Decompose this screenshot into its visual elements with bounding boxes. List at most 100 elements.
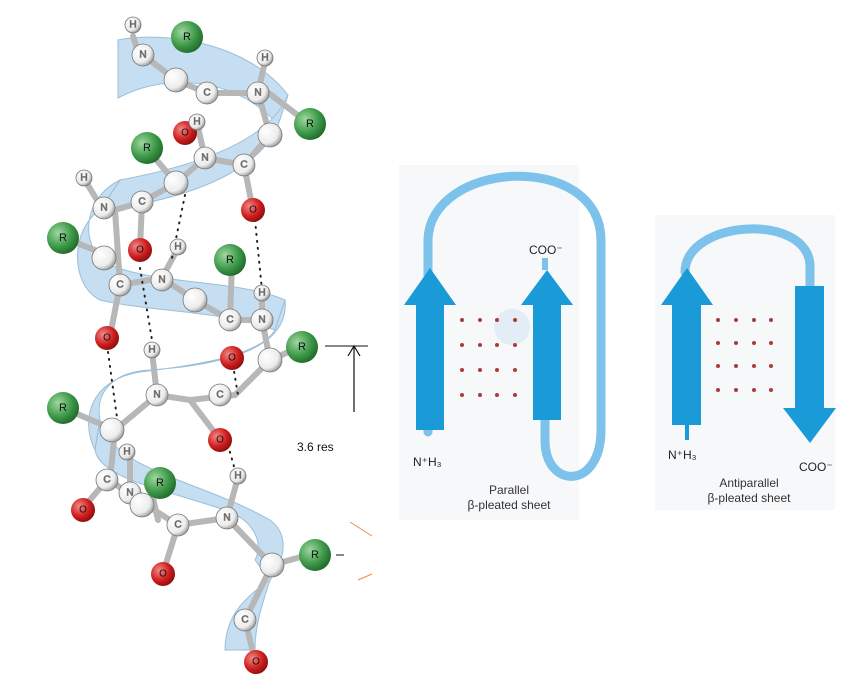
oxygen-atom: O [220,346,244,370]
svg-text:N: N [126,488,133,499]
parallel-caption-line2: β-pleated sheet [468,498,552,512]
alpha-helix: R R R R R R R R R O O O O O O O O O N C … [47,16,373,674]
svg-text:H: H [123,447,130,458]
r-group-atom: R [131,132,163,164]
parallel-caption-line1: Parallel [489,483,529,497]
svg-text:N: N [100,203,107,214]
carbon-atom: C [233,608,257,632]
r-group-atom: R [294,108,326,140]
hydrogen-atoms: H H H H H H H H H [75,16,274,485]
nitrogen-atom: N [250,308,274,332]
carbon-atom: C [95,468,119,492]
carbon-atom: C [130,190,154,214]
svg-text:O: O [103,333,111,344]
antiparallel-strand-2 [783,286,836,443]
svg-text:C: C [116,280,123,291]
carbon-atom: C [232,153,256,177]
svg-text:C: C [138,197,145,208]
svg-text:O: O [249,205,257,216]
svg-text:N: N [258,315,265,326]
nitrogen-atom: N [131,43,155,67]
antiparallel-c-terminus: COO⁻ [799,460,833,474]
svg-text:C: C [226,315,233,326]
parallel-c-terminus: COO⁻ [529,243,563,257]
svg-text:C: C [203,88,210,99]
svg-text:C: C [216,390,223,401]
svg-text:O: O [181,128,189,139]
svg-text:O: O [79,505,87,516]
svg-text:H: H [129,20,136,31]
r-group-atom: R [214,244,246,276]
carbon-atom [257,122,283,148]
carbon-atom [182,287,208,313]
r-group-atom: R [47,222,79,254]
nitrogen-atom: N [150,268,174,292]
hydrogen-atom: H [229,467,247,485]
oxygen-atom: O [128,238,152,262]
carbon-atom [259,552,285,578]
helix-rise-label: 3.6 res [297,440,334,454]
oxygen-atom: O [151,562,175,586]
parallel-strand-2 [521,270,573,420]
backbone-atoms: N C N C N C N C N C N C N C N C N C [91,43,285,632]
highlight-circle [494,309,530,345]
hydrogen-atom: H [124,16,142,34]
hydrogen-atom: H [256,49,274,67]
carbon-atom [91,245,117,271]
svg-text:O: O [228,353,236,364]
svg-text:R: R [59,402,67,414]
svg-text:R: R [183,31,191,43]
svg-text:O: O [252,657,260,668]
parallel-connecting-loop [423,171,606,481]
carbon-atom [163,67,189,93]
svg-text:H: H [148,345,155,356]
svg-text:R: R [143,142,151,154]
svg-text:H: H [234,471,241,482]
svg-text:N: N [201,153,208,164]
antiparallel-hairpin-loop [680,224,815,295]
antiparallel-n-terminus: N⁺H₃ [668,448,697,462]
hydrogen-atom: H [188,113,206,131]
r-group-atom: R [286,331,318,363]
antiparallel-strand-1 [661,268,713,425]
r-group-atom: R [299,539,331,571]
oxygen-atom: O [208,428,232,452]
svg-text:O: O [136,245,144,256]
svg-text:H: H [80,173,87,184]
parallel-n-terminus: N⁺H₃ [413,455,442,469]
antiparallel-hbond-dots [716,318,773,392]
svg-text:O: O [216,435,224,446]
carbon-atom [163,170,189,196]
hydrogen-atom: H [118,443,136,461]
svg-text:C: C [240,160,247,171]
parallel-hbond-dots [460,318,517,397]
svg-text:N: N [223,513,230,524]
antiparallel-sheet-panel: N⁺H₃ COO⁻ Antiparallel β-pleated sheet [655,215,836,510]
nitrogen-atom: N [215,506,239,530]
carbon-atom: C [218,308,242,332]
oxygen-atom: O [95,326,119,350]
r-group-atoms: R R R R R R R R R [47,21,331,571]
oxygen-atom: O [71,498,95,522]
svg-text:O: O [159,569,167,580]
oxygen-atoms: O O O O O O O O O [71,121,268,674]
parallel-sheet-panel: N⁺H₃ COO⁻ Parallel β-pleated sheet [399,165,606,520]
svg-text:N: N [158,275,165,286]
r-group-atom: R [144,467,176,499]
svg-text:H: H [193,117,200,128]
nitrogen-atom: N [145,383,169,407]
carbon-atom: C [195,81,219,105]
svg-text:R: R [59,232,67,244]
svg-text:R: R [311,549,319,561]
r-group-atom: R [171,21,203,53]
svg-text:R: R [226,254,234,266]
svg-text:C: C [103,475,110,486]
svg-text:R: R [306,118,314,130]
svg-text:N: N [139,50,146,61]
carbon-atom: C [108,273,132,297]
hydrogen-atom: H [253,284,271,302]
svg-text:C: C [174,520,181,531]
carbon-atom: C [208,383,232,407]
oxygen-atom: O [244,650,268,674]
